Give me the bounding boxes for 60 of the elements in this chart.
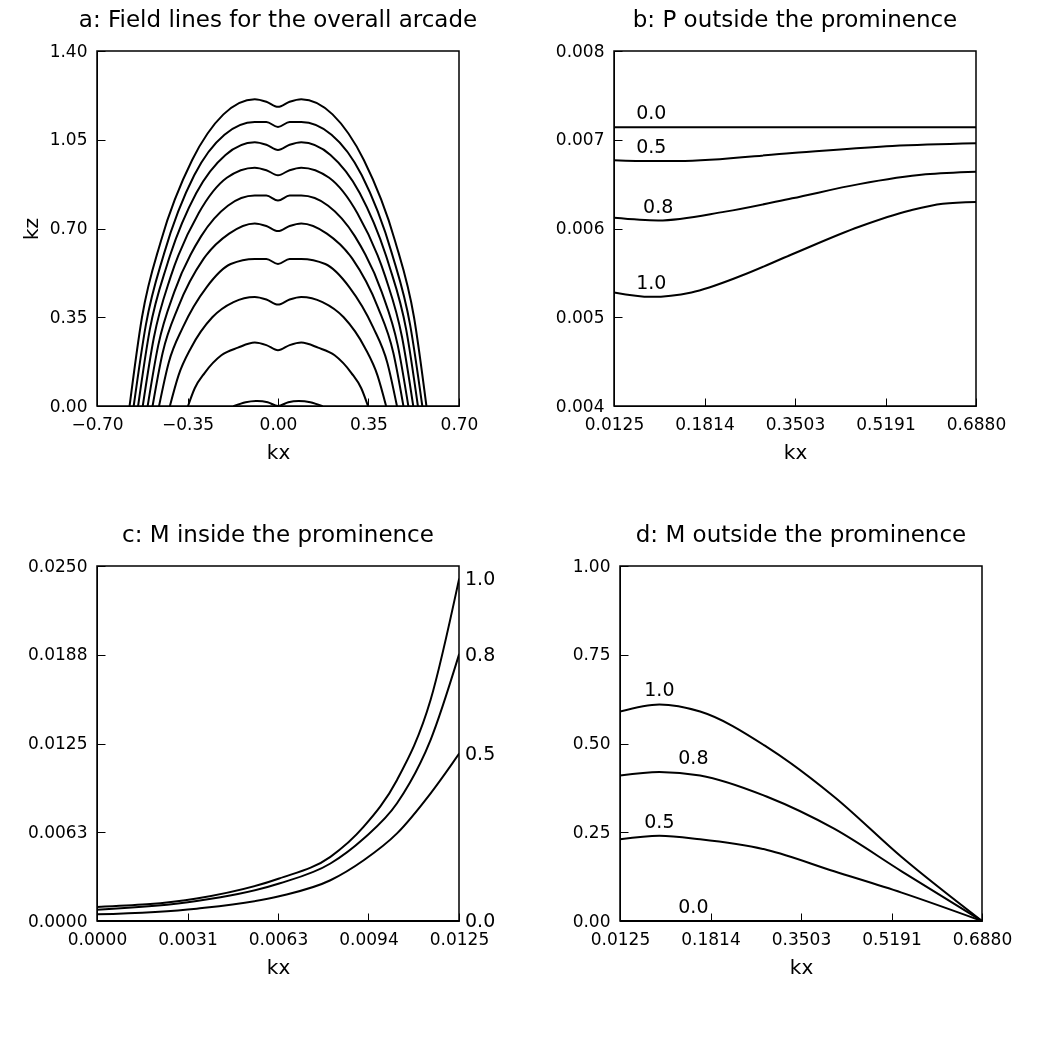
x-tick-label: −0.70 — [71, 413, 124, 434]
y-tick-label: 0.0188 — [28, 644, 88, 665]
y-tick-label: 1.05 — [49, 129, 88, 150]
y-tick-label: 0.005 — [555, 306, 605, 327]
legend-label: 0.5 — [636, 135, 667, 158]
y-tick-label: 1.00 — [572, 555, 611, 576]
y-tick-label: 0.00 — [49, 395, 88, 416]
chart-title: c: M inside the prominence — [122, 521, 434, 547]
x-axis-title: kx — [266, 954, 291, 979]
series-label: 1.0 — [465, 567, 496, 590]
legend-label: 0.0 — [465, 909, 496, 931]
y-tick-label: 0.00 — [572, 910, 611, 931]
chart-title: d: M outside the prominence — [635, 521, 967, 547]
x-tick-label: 0.6880 — [946, 413, 1007, 434]
y-tick-label: 0.0000 — [28, 910, 88, 931]
y-tick-label: 0.50 — [572, 733, 611, 753]
x-tick-label: 0.0000 — [67, 928, 128, 949]
x-axis-title: kx — [789, 954, 814, 979]
series-label: 1.0 — [636, 270, 667, 293]
x-tick-label: 0.0125 — [429, 928, 490, 949]
y-tick-label: 0.25 — [572, 821, 611, 842]
y-tick-label: 0.008 — [555, 40, 605, 61]
series-label: 0.8 — [643, 194, 674, 217]
series-label: 0.0 — [636, 101, 667, 124]
x-tick-label: 0.0125 — [590, 928, 651, 949]
x-tick-label: 0.1814 — [681, 928, 741, 949]
x-tick-label: 0.3503 — [765, 413, 826, 434]
x-tick-label: 0.35 — [350, 413, 388, 434]
x-tick-label: 0.5191 — [856, 413, 916, 434]
chart-title: b: P outside the prominence — [632, 6, 958, 32]
chart-title: a: Field lines for the overall arcade — [78, 6, 478, 32]
y-tick-label: 0.35 — [49, 306, 88, 327]
x-axis-title: kx — [266, 439, 291, 464]
x-tick-label: 0.5191 — [862, 928, 922, 949]
y-axis-title: kz — [18, 217, 43, 241]
y-tick-label: 0.004 — [555, 395, 605, 416]
y-tick-label: 0.007 — [555, 129, 605, 150]
x-tick-label: −0.35 — [161, 413, 215, 434]
x-tick-label: 0.6880 — [952, 928, 1013, 949]
x-tick-label: 0.1814 — [675, 413, 735, 434]
y-tick-label: 0.75 — [572, 644, 611, 665]
x-tick-label: 0.3503 — [771, 928, 832, 949]
series-label: 0.5 — [465, 741, 496, 764]
x-tick-label: 0.0031 — [158, 928, 218, 949]
y-tick-label: 1.40 — [49, 40, 88, 61]
y-tick-label: 0.70 — [49, 218, 88, 238]
x-tick-label: 0.0094 — [339, 928, 399, 949]
series-label: 0.8 — [465, 642, 496, 665]
y-tick-label: 0.006 — [555, 218, 605, 238]
x-axis-title: kx — [783, 439, 808, 464]
y-tick-label: 0.0250 — [28, 555, 88, 576]
legend-label: 0.5 — [644, 809, 675, 832]
y-tick-label: 0.0125 — [28, 733, 88, 753]
series-label: 0.8 — [678, 745, 709, 768]
x-tick-label: 0.0063 — [248, 928, 309, 949]
x-tick-label: 0.70 — [440, 413, 479, 434]
x-tick-label: 0.00 — [259, 413, 298, 434]
series-label: 1.0 — [644, 678, 675, 701]
series-label: 0.0 — [678, 895, 709, 917]
y-tick-label: 0.0063 — [28, 821, 88, 842]
